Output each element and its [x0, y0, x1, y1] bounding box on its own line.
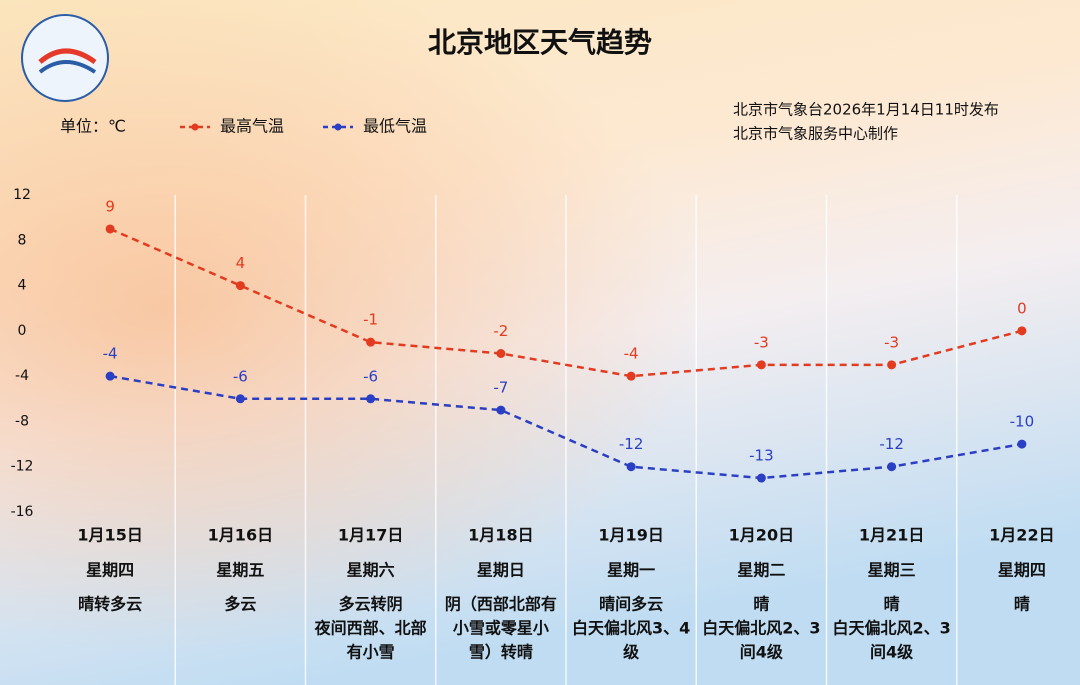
legend-label: 最低气温 [363, 117, 427, 136]
y-tick-label: -8 [15, 413, 29, 429]
issuer-line: 北京市气象台2026年1月14日11时发布 [733, 101, 999, 119]
data-label: -4 [624, 345, 639, 363]
weekday-label: 星期四 [998, 561, 1046, 580]
x-tick-label: 1月15日 [77, 526, 142, 545]
data-label: 0 [1017, 299, 1027, 317]
data-label: -6 [363, 367, 378, 385]
x-tick-label: 1月22日 [989, 526, 1054, 545]
y-tick-label: 0 [18, 323, 27, 339]
data-label: -3 [884, 333, 899, 351]
data-point [626, 371, 636, 381]
weather-label: 多云 [224, 595, 256, 614]
weather-label: 白天偏北风3、4 [572, 619, 690, 638]
weather-label: 间4级 [870, 643, 914, 662]
weather-label: 晴 [753, 595, 769, 614]
data-point [756, 473, 766, 483]
weather-label: 夜间西部、北部 [314, 619, 427, 638]
data-point [235, 281, 245, 291]
y-tick-label: -4 [15, 368, 29, 384]
data-point [626, 462, 636, 472]
x-tick-label: 1月16日 [208, 526, 273, 545]
legend-marker [334, 123, 342, 131]
data-label: -6 [233, 367, 248, 385]
y-tick-label: 12 [13, 187, 31, 203]
data-label: -12 [879, 435, 904, 453]
chart-title: 北京地区天气趋势 [428, 26, 652, 59]
weather-label: 白天偏北风2、3 [702, 619, 820, 638]
weather-label: 晴 [884, 595, 900, 614]
data-point [496, 349, 506, 358]
x-tick-label: 1月20日 [729, 526, 794, 545]
series-line [109, 374, 1023, 480]
y-tick-label: 4 [18, 278, 27, 294]
y-tick-label: 8 [18, 232, 27, 248]
data-point [1017, 439, 1027, 449]
weather-label: 间4级 [740, 643, 784, 662]
data-point [887, 360, 897, 370]
data-point [235, 394, 245, 404]
weather-label: 晴 [1014, 595, 1030, 614]
weekday-label: 星期三 [868, 561, 916, 580]
data-point [756, 360, 766, 370]
y-tick-label: -12 [11, 459, 34, 475]
data-label: -13 [749, 447, 774, 465]
data-point [496, 405, 506, 415]
legend-label: 最高气温 [220, 117, 284, 136]
x-tick-label: 1月21日 [859, 526, 924, 545]
data-point [105, 224, 115, 234]
legend-marker [191, 123, 199, 131]
series-line [109, 227, 1023, 378]
data-label: -3 [754, 333, 769, 351]
weather-label: 有小雪 [347, 643, 395, 662]
weather-label: 阴（西部北部有 [445, 595, 557, 614]
weather-label: 小雪或零星小 [453, 619, 549, 638]
weather-label: 级 [623, 643, 640, 662]
data-label: -2 [493, 322, 508, 340]
data-label: -4 [103, 345, 118, 363]
data-point [887, 462, 897, 472]
data-label: -1 [363, 311, 378, 329]
weather-label: 多云转阴 [339, 595, 403, 614]
data-label: -12 [619, 435, 644, 453]
weekday-label: 星期二 [737, 561, 785, 580]
weather-label: 白天偏北风2、3 [832, 619, 950, 638]
x-tick-label: 1月19日 [598, 526, 663, 545]
y-tick-label: -16 [11, 504, 34, 520]
unit-label: 单位：℃ [60, 117, 126, 136]
weather-label: 晴间多云 [599, 595, 663, 614]
x-tick-label: 1月17日 [338, 526, 403, 545]
weekday-label: 星期六 [347, 561, 395, 580]
data-point [366, 337, 376, 347]
weekday-label: 星期四 [86, 561, 134, 580]
data-point [366, 394, 376, 404]
weekday-label: 星期五 [216, 561, 264, 580]
issuer-line: 北京市气象服务中心制作 [733, 125, 898, 143]
data-label: -10 [1010, 413, 1035, 431]
data-label: 9 [105, 197, 115, 215]
weather-label: 晴转多云 [78, 595, 142, 614]
data-label: -7 [493, 379, 508, 397]
weather-label: 雪）转晴 [469, 643, 533, 662]
data-label: 4 [236, 254, 246, 272]
data-point [105, 371, 115, 381]
weekday-label: 星期日 [477, 561, 525, 580]
weekday-label: 星期一 [607, 561, 655, 580]
x-tick-label: 1月18日 [468, 526, 533, 545]
logo [21, 14, 109, 102]
data-point [1017, 326, 1027, 336]
